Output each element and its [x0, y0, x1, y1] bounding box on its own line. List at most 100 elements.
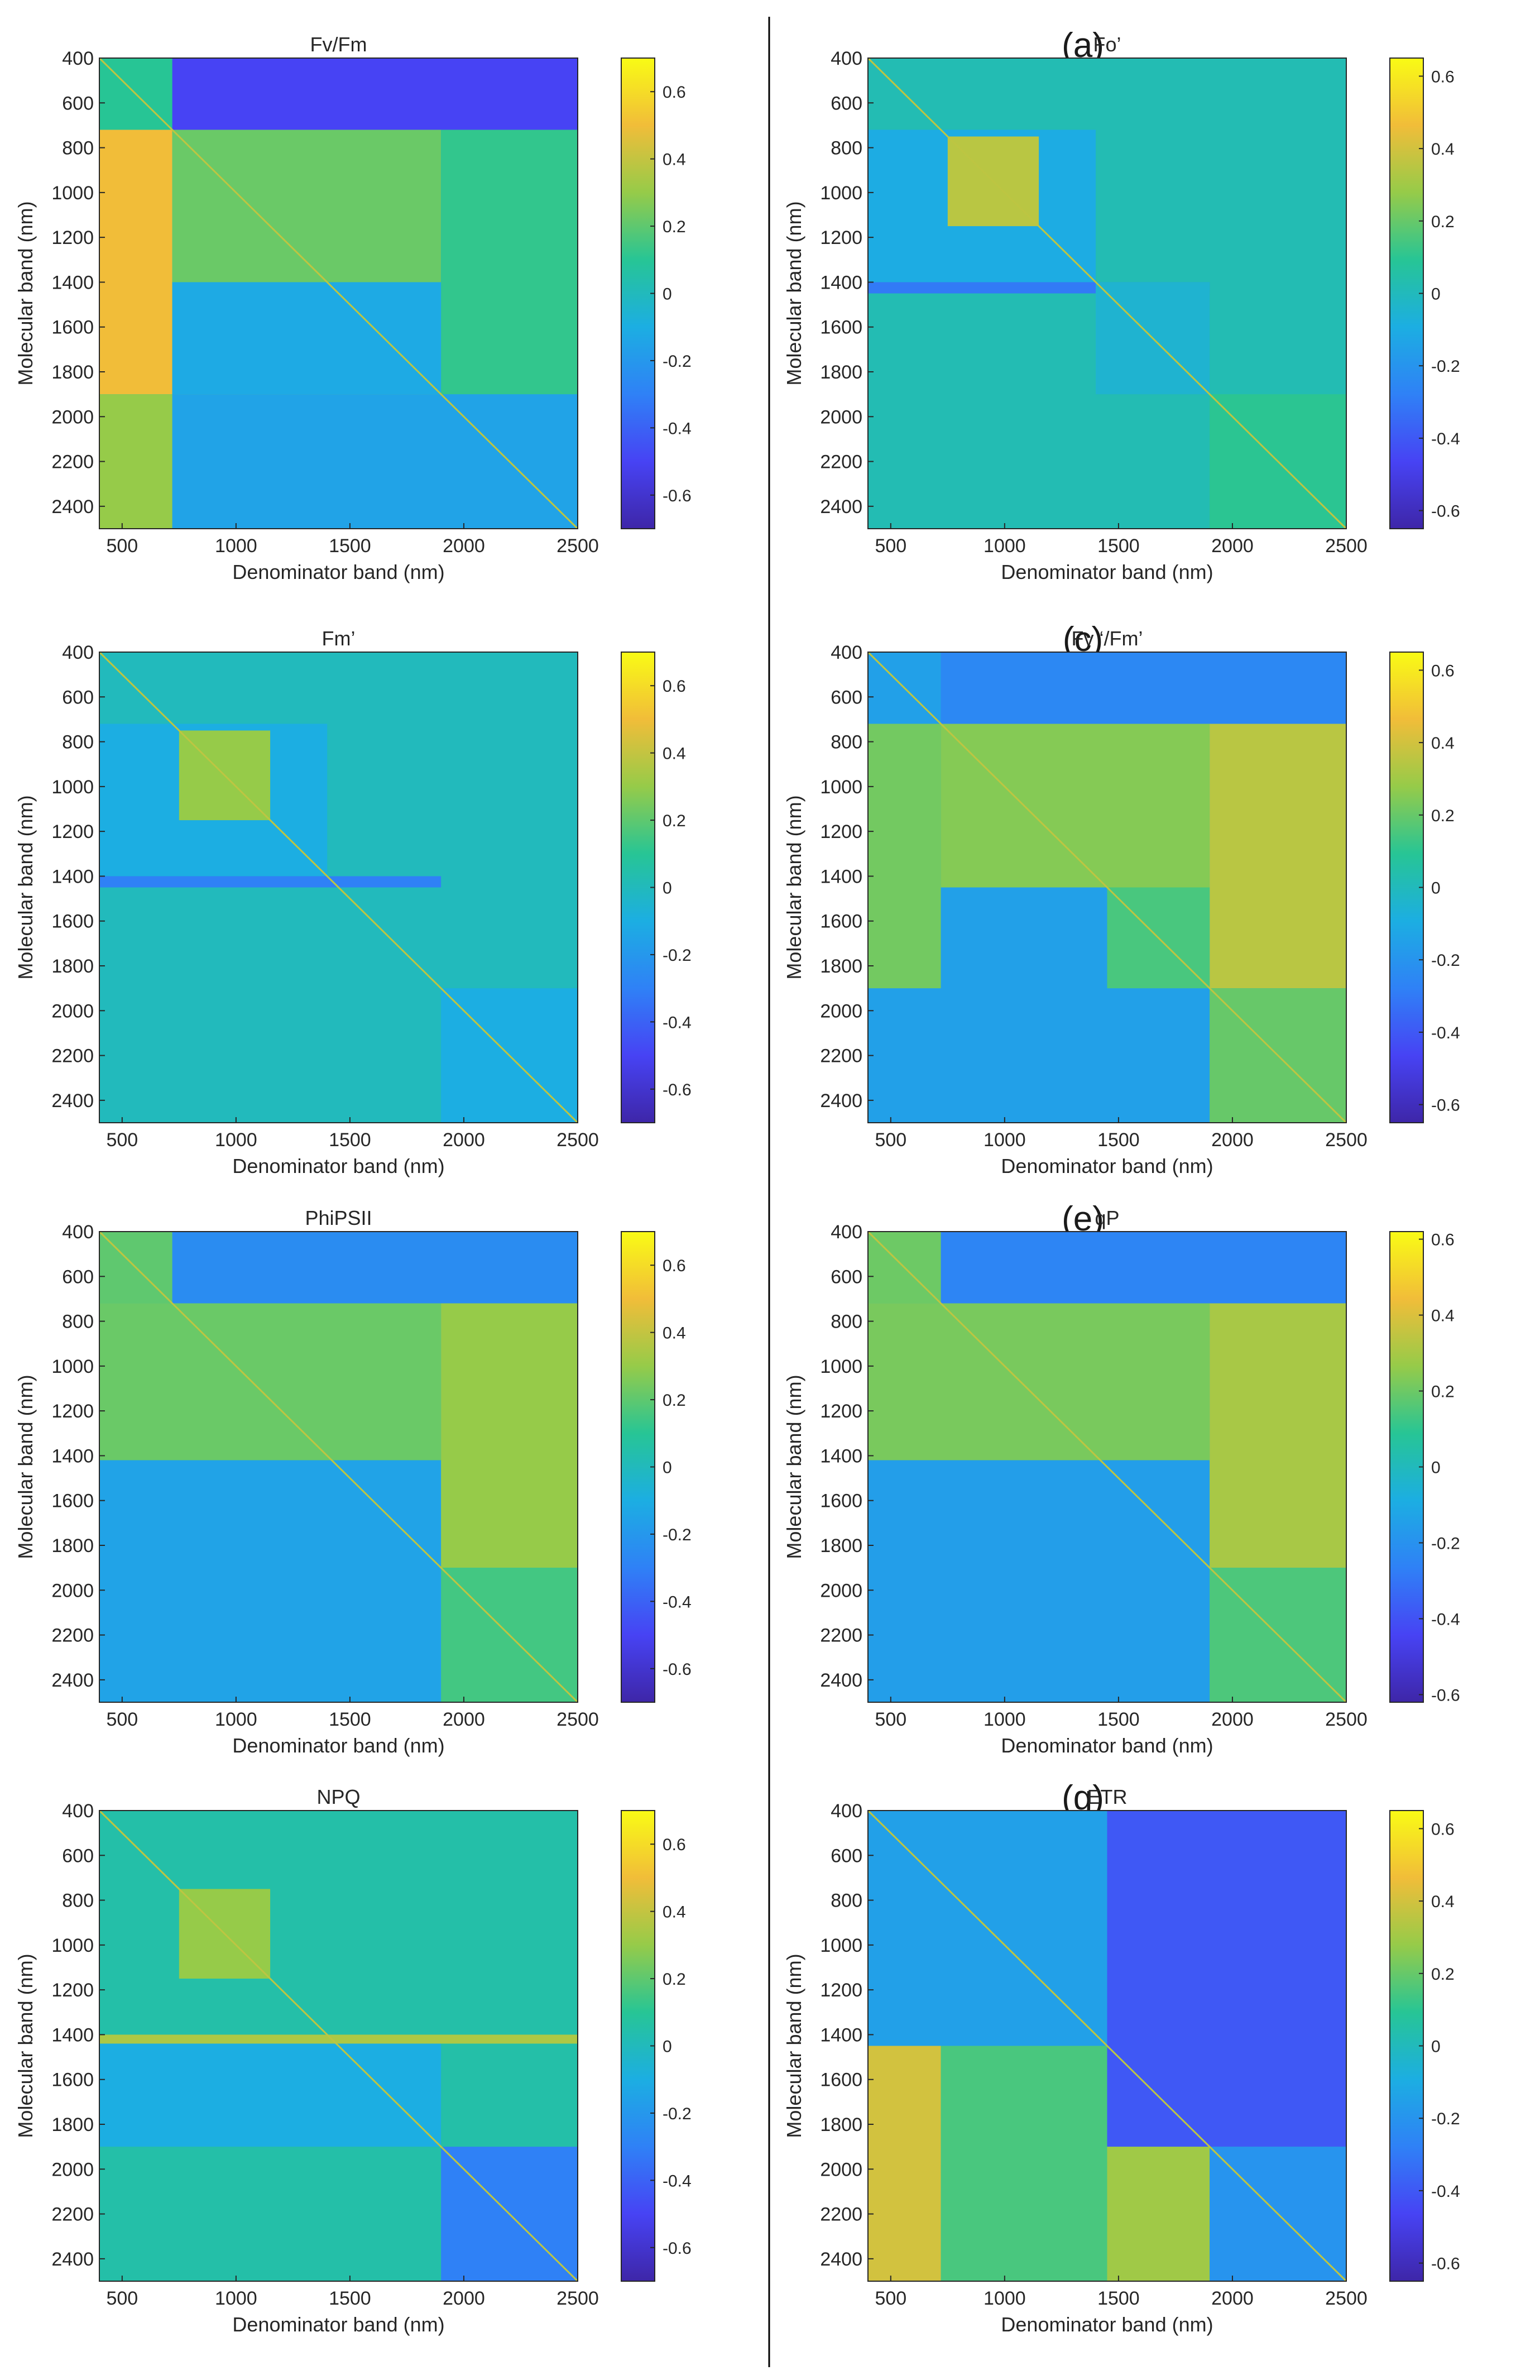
colorbar-tick-label: 0.4	[663, 151, 686, 169]
x-tick-label: 1000	[984, 1129, 1026, 1151]
x-tick-label: 2500	[556, 1709, 599, 1730]
y-tick-label: 2400	[51, 1670, 94, 1691]
colorbar-tick-label: 0.2	[1431, 807, 1455, 825]
heatmap-panel-5: qP(f)50010001500200025004006008001000120…	[783, 1206, 1460, 1757]
x-tick-label: 1500	[1097, 1129, 1140, 1151]
heatmap-block	[941, 724, 1210, 888]
colorbar	[621, 1810, 655, 2282]
y-tick-label: 2200	[51, 1625, 94, 1646]
colorbar-tick-label: -0.4	[1431, 1610, 1460, 1629]
colorbar	[621, 1231, 655, 1703]
y-axis-label: Molecular band (nm)	[783, 201, 805, 385]
colorbar-tick-label: 0.6	[1431, 68, 1455, 86]
x-tick-label: 1500	[1097, 1709, 1140, 1730]
axes-frame	[99, 1231, 578, 1703]
heatmap-diagonal	[867, 57, 1347, 530]
heatmap-block	[1210, 724, 1346, 989]
y-tick-label: 400	[831, 1800, 862, 1822]
panels-container: Fv/Fm (a)500 1000 1500 2000 25004006008001000…	[14, 26, 1460, 2336]
y-tick-label: 1200	[51, 1401, 94, 1422]
heatmap-block	[941, 1232, 1346, 1304]
y-tick-label: 1400	[820, 272, 862, 293]
colorbar-tick-label: -0.4	[1431, 2182, 1460, 2201]
y-tick-label: 600	[831, 1266, 862, 1287]
y-tick-label: 800	[62, 1890, 94, 1912]
x-tick-label: 1000	[984, 2288, 1026, 2309]
y-tick-label: 1000	[51, 183, 94, 204]
x-tick-label: 2500	[556, 2288, 599, 2309]
colorbar	[1389, 652, 1424, 1123]
heatmap-diagonal	[98, 57, 579, 530]
colorbar-tick-label: -0.2	[663, 1526, 692, 1544]
colorbar-tick-label: -0.6	[663, 2239, 692, 2258]
y-tick-label: 1800	[51, 362, 94, 383]
y-tick-label: 2200	[820, 1625, 862, 1646]
heatmap-diagonal	[98, 651, 579, 1124]
x-axis-label: Denominator band (nm)	[1001, 561, 1213, 583]
colorbar-tick-label: 0	[1431, 1459, 1441, 1477]
heatmap-panel-1: Fo’(b)5001000150020002500400600800100012…	[783, 33, 1460, 583]
colorbar-tick-label: 0.6	[663, 1836, 686, 1854]
y-tick-label: 1400	[51, 272, 94, 293]
x-tick-label: 2500	[556, 1129, 599, 1151]
y-tick-label: 2000	[51, 2159, 94, 2180]
x-tick-label: 1000	[984, 535, 1026, 557]
axes-frame	[99, 58, 578, 529]
x-tick-label: 2000	[443, 1129, 485, 1151]
y-tick-label: 1200	[820, 1401, 862, 1422]
colorbar-tick-label: 0.2	[663, 1391, 686, 1410]
y-tick-label: 600	[831, 687, 862, 708]
x-axis-label: Denominator band (nm)	[232, 561, 444, 583]
y-axis-label: Molecular band (nm)	[783, 1953, 805, 2138]
y-tick-label: 400	[62, 1222, 94, 1243]
colorbar-tick-label: 0	[663, 2038, 672, 2056]
colorbar-tick-label: 0.6	[663, 677, 686, 696]
colorbar-tick-label: -0.2	[663, 352, 692, 371]
colorbar	[621, 652, 655, 1123]
y-tick-label: 1000	[51, 1356, 94, 1377]
heatmap-panel-7: ETR(h)5001000150020002500400600800100012…	[783, 1785, 1460, 2336]
y-tick-label: 1400	[820, 1445, 862, 1467]
y-axis-label: Molecular band (nm)	[14, 201, 37, 385]
y-tick-label: 800	[831, 732, 862, 753]
heatmap-block	[172, 282, 442, 395]
y-tick-label: 2200	[51, 1046, 94, 1067]
colorbar-tick-label: -0.4	[663, 1593, 692, 1611]
colorbar-tick-label: -0.6	[1431, 502, 1460, 521]
y-tick-label: 1600	[820, 317, 862, 338]
y-tick-label: 800	[62, 1311, 94, 1333]
y-tick-label: 1800	[820, 1535, 862, 1557]
x-tick-label: 2000	[443, 535, 485, 557]
y-tick-label: 1600	[51, 1491, 94, 1512]
x-tick-label: 500	[875, 2288, 906, 2309]
x-tick-label: 1000	[215, 2288, 257, 2309]
colorbar-tick-label: -0.2	[1431, 951, 1460, 970]
panel-title: Fo’	[1093, 33, 1121, 56]
axes-frame	[867, 652, 1347, 1123]
heatmap-diagonal	[867, 1809, 1347, 2282]
heatmap-block	[868, 724, 941, 989]
heatmap-panel-0: Fv/Fm (a)500 1000 1500 2000 25004006008001000…	[14, 26, 1104, 583]
y-tick-label: 1600	[820, 1491, 862, 1512]
heatmap-block	[1107, 1811, 1346, 2147]
y-tick-label: 1000	[820, 1356, 862, 1377]
y-axis-label: Molecular band (nm)	[14, 1953, 37, 2138]
colorbar	[1389, 58, 1424, 529]
heatmap-block	[868, 2046, 941, 2281]
colorbar-tick-label: 0	[663, 1459, 672, 1477]
x-tick-label: 1500	[1097, 535, 1140, 557]
panel-title: NPQ	[316, 1785, 360, 1808]
x-axis-label: Denominator band (nm)	[232, 1734, 444, 1757]
x-tick-label: 1500	[329, 1129, 371, 1151]
x-tick-label: 1500	[329, 1709, 371, 1730]
y-tick-label: 1800	[820, 956, 862, 977]
heatmap-block	[99, 876, 442, 888]
colorbar-tick-label: -0.2	[1431, 357, 1460, 376]
colorbar-tick-label: 0.4	[1431, 1307, 1455, 1325]
heatmap-block	[868, 1303, 1210, 1460]
heatmap-diagonal	[98, 1230, 579, 1703]
x-tick-label: 500	[875, 1709, 906, 1730]
y-tick-label: 800	[62, 138, 94, 159]
y-tick-label: 2400	[51, 496, 94, 518]
y-tick-label: 2400	[51, 1090, 94, 1112]
